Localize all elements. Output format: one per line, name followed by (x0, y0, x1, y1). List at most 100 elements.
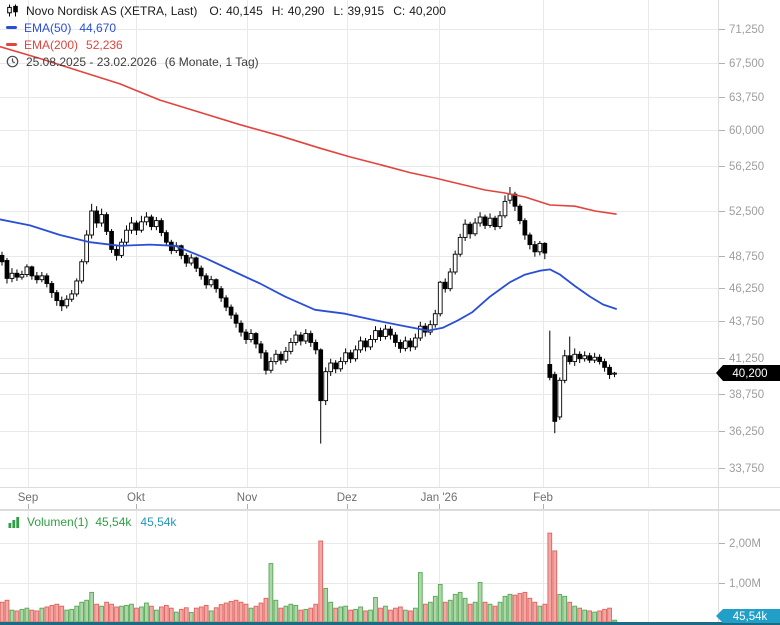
price-axis-label: 38,750 (729, 389, 764, 401)
date-range: 25.08.2025 - 23.02.2026 (26, 54, 157, 69)
candle-body (218, 288, 224, 299)
candle-body (462, 223, 468, 238)
candle-body (447, 271, 453, 290)
volume-bar (129, 603, 134, 623)
ohlc-readout: O: 40,145 H: 40,290 L: 39,915 C: 40,200 (209, 4, 446, 18)
volume-bar (64, 609, 70, 623)
volume-bar (54, 603, 60, 623)
volume-bar (104, 601, 109, 623)
instrument-row: Novo Nordisk AS (XETRA, Last) O: 40,145 H… (6, 3, 446, 18)
volume-bar (278, 607, 284, 623)
candle-body (517, 205, 523, 222)
price-axis-label: 46,250 (729, 283, 764, 295)
candle-body (497, 215, 503, 228)
volume-bar (442, 601, 448, 623)
candle-body (74, 280, 80, 295)
volume-bar (612, 619, 617, 623)
volume-bar (19, 608, 25, 623)
volume-bar (353, 608, 358, 623)
volume-bar (527, 597, 533, 623)
candle-body (403, 340, 408, 349)
volume-bar (522, 591, 528, 623)
ema200-swatch (6, 43, 17, 46)
instrument-title: Novo Nordisk AS (XETRA, Last) (26, 3, 198, 18)
ema50-legend-row[interactable]: EMA(50) 44,670 (6, 20, 446, 35)
candle-body (502, 200, 508, 217)
candle-body (303, 333, 309, 342)
volume-bar (328, 601, 334, 623)
candle-body (99, 214, 104, 224)
candle-body (228, 306, 234, 316)
candle-body (223, 297, 229, 308)
candle-body (283, 350, 289, 361)
volume-bar (298, 609, 304, 623)
candle-body (253, 333, 259, 345)
volume-bar (293, 604, 299, 623)
candle-body (547, 364, 553, 378)
candle-body (178, 245, 184, 256)
volume-bar (462, 597, 468, 623)
candle-body (163, 232, 169, 243)
ema200-line (0, 45, 617, 215)
volume-bar (183, 607, 189, 623)
ema50-label: EMA(50) (24, 20, 72, 35)
candle-body (597, 356, 602, 363)
price-axis-label: 41,250 (729, 353, 764, 365)
candle-body (373, 330, 378, 340)
candle-body (572, 353, 578, 363)
volume-bar (178, 608, 184, 623)
volume-bar (472, 601, 478, 623)
candle-body (408, 340, 413, 348)
volume-bar (393, 607, 398, 623)
volume-bar (0, 601, 5, 623)
ema50-swatch (6, 26, 17, 29)
high-label: H: (271, 3, 284, 18)
volume-bar (59, 605, 65, 623)
volume-bar (487, 603, 493, 623)
volume-bar (338, 606, 343, 623)
time-axis-label: Sep (18, 492, 38, 504)
volume-bar (149, 605, 154, 623)
volume-bar (477, 582, 483, 623)
volume-bar (84, 599, 90, 623)
volume-bar (198, 606, 204, 623)
volume-bar (343, 605, 348, 623)
volume-bar (368, 609, 373, 623)
volume-bar (318, 540, 324, 623)
volume-bar (358, 606, 363, 623)
volume-bar (452, 593, 458, 623)
candle-body (273, 353, 279, 363)
candle-body (94, 210, 99, 224)
volume-bar (373, 597, 378, 623)
volume-bar (422, 603, 428, 623)
volume-bar (238, 601, 244, 623)
candle-body (0, 254, 5, 263)
candle-body (437, 281, 443, 315)
volume-bar (119, 605, 124, 623)
date-range-row[interactable]: 25.08.2025 - 23.02.2026 (6 Monate, 1 Tag… (6, 54, 446, 69)
candle-body (527, 234, 533, 246)
volume-bar (134, 607, 139, 623)
low-value: 39,915 (347, 3, 385, 18)
candle-body (343, 352, 348, 363)
candle-body (417, 325, 423, 339)
candle-body (412, 337, 418, 348)
volume-value: 45,54k (95, 514, 132, 529)
candle-body (159, 220, 164, 234)
volume-label: Volumen(1) (27, 514, 89, 529)
volume-bar (582, 609, 588, 623)
volume-bar (29, 609, 35, 623)
candle-body (333, 362, 339, 370)
time-axis-label: Okt (127, 492, 146, 504)
ema200-legend-row[interactable]: EMA(200) 52,236 (6, 37, 446, 52)
candle-body (567, 355, 573, 363)
candle-body (124, 229, 129, 243)
bottom-edge-strip (0, 622, 780, 625)
candle-body (188, 257, 194, 264)
candle-body (318, 349, 324, 402)
volume-bar (14, 610, 20, 623)
candle-body (313, 342, 319, 351)
last-price-badge-text: 40,200 (732, 368, 767, 380)
volume-legend[interactable]: Volumen(1) 45,54k 45,54k (8, 514, 176, 529)
